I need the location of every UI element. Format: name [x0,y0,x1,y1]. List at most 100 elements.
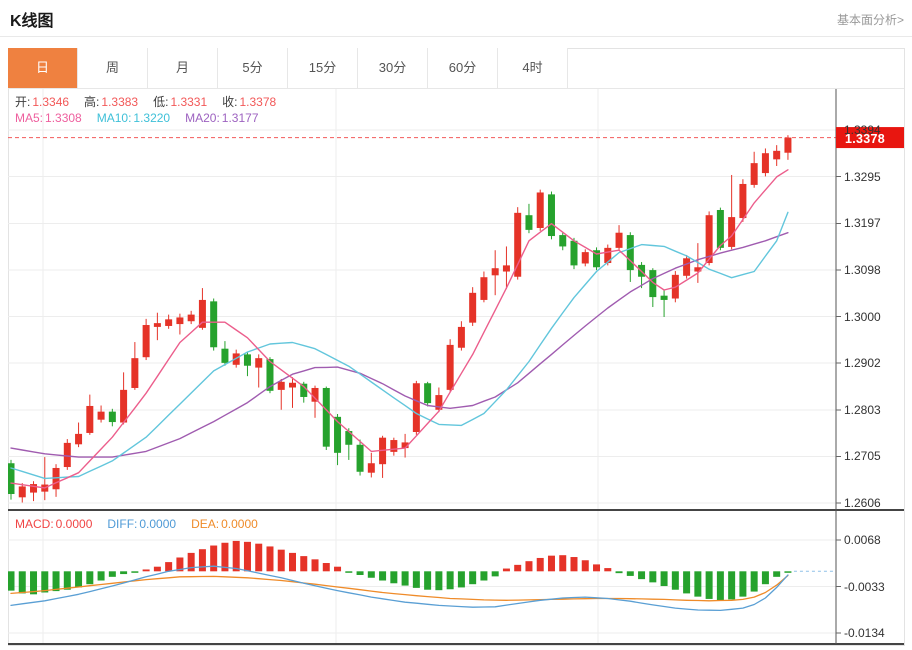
candle [514,212,522,277]
candle [739,183,747,219]
readout-item: 高: 1.3383 [84,95,139,109]
ma-readout: MA5: 1.3308 MA10: 1.3220 MA20: 1.3177 [15,111,274,125]
candle [52,467,60,490]
candle [694,267,702,272]
candlestick-plot[interactable] [8,89,904,646]
tab-周[interactable]: 周 [78,48,148,88]
candle [502,265,510,272]
axis-tick-label: -0.0033 [844,579,885,594]
candle [728,217,736,247]
candle [784,137,792,153]
candle [345,431,353,445]
candle [356,444,364,472]
candle [243,354,251,366]
candle [536,192,544,228]
candle [300,383,308,397]
candle [581,252,589,264]
candle [626,235,634,271]
candle [142,325,150,358]
fundamental-analysis-link[interactable]: 基本面分析> [836,13,904,27]
candle [491,268,499,276]
candle [446,344,454,390]
candle [30,484,38,493]
candle [547,194,555,237]
candle [63,442,71,468]
candle [604,247,612,264]
axis-tick-label: 1.3295 [844,169,881,184]
candle [367,463,375,473]
axis-tick-label: 1.3098 [844,262,881,277]
candle [277,381,285,390]
candle [559,235,567,247]
readout-item: MACD: 0.0000 [15,517,93,531]
candle [232,353,240,365]
candle [705,215,713,264]
tab-日[interactable]: 日 [8,48,78,88]
candle [86,405,94,433]
candle [255,358,263,368]
kline-chart-container [8,48,905,646]
candle [198,299,206,328]
readout-item: 开: 1.3346 [15,95,70,109]
candle [773,150,781,160]
candle [289,382,296,388]
axis-tick-label: 1.2902 [844,356,881,371]
axis-tick-label: 1.3197 [844,216,881,231]
tab-4时[interactable]: 4时 [498,48,568,88]
candle [660,295,668,300]
candle [120,389,128,423]
candle [683,258,691,276]
tab-15分[interactable]: 15分 [288,48,358,88]
candle [412,383,420,432]
candle [97,411,105,420]
ohlc-readout: 开: 1.3346 高: 1.3383 低: 1.3331 收: 1.3378 [15,93,291,110]
candle [424,383,432,404]
timeframe-tab-bar: 日周月 5分 15分 30分 60分 4时 [8,48,904,89]
readout-item: 低: 1.3331 [153,95,208,109]
candle [469,292,477,323]
axis-tick-label: 1.2606 [844,496,881,510]
axis-tick-label: 1.3394 [844,123,881,137]
candle [761,153,769,174]
readout-item: MA5: 1.3308 [15,111,82,125]
last-price-badge-rect [836,127,904,149]
tab-30分[interactable]: 30分 [358,48,428,88]
tab-60分[interactable]: 60分 [428,48,498,88]
candle [311,387,319,402]
axis-tick-label: 1.2803 [844,402,881,417]
candle [18,486,26,498]
page-title: K线图 [10,13,54,30]
candle [593,250,601,268]
candle [525,215,533,230]
readout-item: MA10: 1.3220 [96,111,171,125]
candle [750,163,758,185]
candle [649,270,657,298]
candle [153,323,161,327]
readout-item: DEA: 0.0000 [191,517,258,531]
candle [401,442,409,449]
axis-tick-label: 0.0068 [844,533,881,547]
candle [615,232,623,248]
header-divider [0,36,912,37]
candle [108,411,116,423]
candle [390,440,398,452]
candle [75,433,83,445]
candle [131,358,139,388]
readout-item: MA20: 1.3177 [185,111,259,125]
candle [165,319,173,326]
candle [221,348,229,363]
last-price-badge: 1.3378 [845,132,886,146]
candle [266,359,274,391]
axis-tick-label: 1.2705 [844,449,881,464]
candle [716,209,724,248]
axis-tick-label: -0.0134 [844,626,885,640]
candle [334,416,342,453]
tab-5分[interactable]: 5分 [218,48,288,88]
candle [322,387,330,447]
candle [187,314,195,322]
candle [457,326,465,348]
macd-readout: MACD: 0.0000 DIFF: 0.0000 DEA: 0.0000 [15,517,273,531]
tab-月[interactable]: 月 [148,48,218,88]
candle [570,240,578,266]
candle [480,277,488,300]
